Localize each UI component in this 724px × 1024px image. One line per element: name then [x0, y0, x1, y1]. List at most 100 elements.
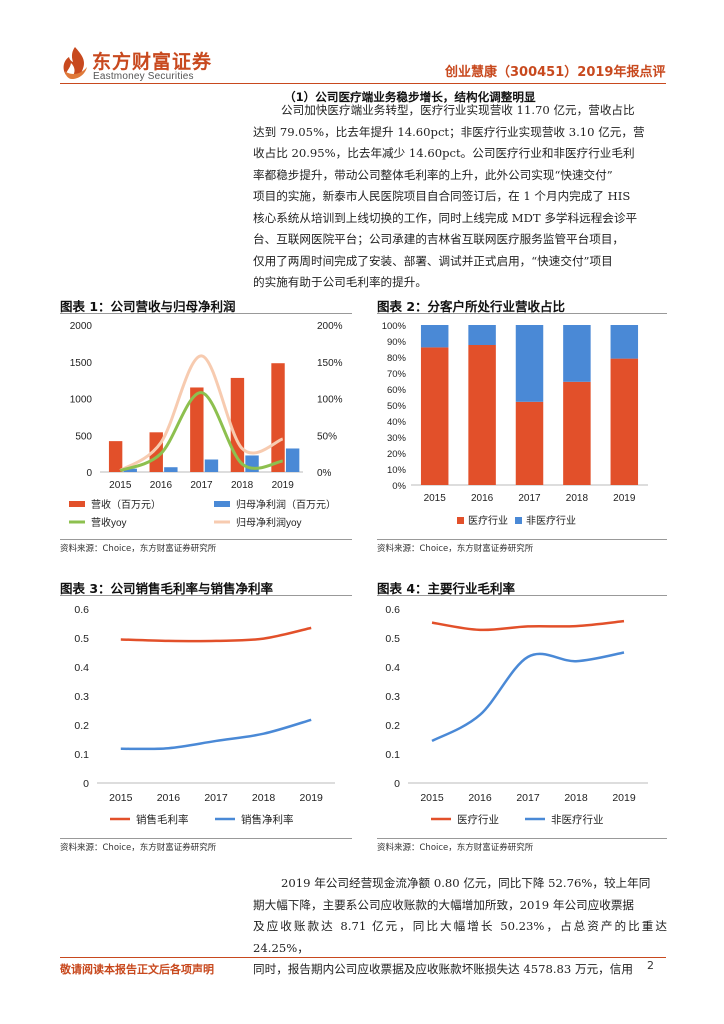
figure-1-rule: [60, 313, 352, 314]
legend-label: 医疗行业: [457, 813, 499, 826]
bar-non-medical: [563, 325, 591, 382]
para-line: 核心系统从培训到上线切换的工作，同时上线完成 MDT 多学科远程会诊平: [253, 210, 638, 225]
x-tick-label: 2018: [252, 792, 276, 804]
para-line: 期大幅下降，主要系公司应收账款的大幅增加所致，2019 年公司应收票据: [253, 897, 635, 912]
y-tick-label: 0: [394, 778, 400, 790]
y-tick-label: 0.3: [74, 691, 89, 703]
legend-swatch: [214, 501, 230, 507]
y-tick-label: 1500: [70, 358, 93, 369]
figure-3-bottom-rule: [60, 838, 352, 839]
bar-revenue: [271, 363, 285, 472]
line-series-1: [431, 619, 625, 632]
bar-medical: [610, 358, 639, 485]
para-line: 仅用了两周时间完成了安装、部署、调试并正式启用，“快速交付”项目: [253, 253, 613, 268]
figure-4-rule: [377, 595, 667, 596]
figure-2-rule: [377, 313, 667, 314]
x-tick-label: 2019: [272, 480, 295, 491]
figure-2-bottom-rule: [377, 539, 667, 540]
legend-label: 归母净利润（百万元）: [236, 498, 336, 511]
para-line: 项目的实施，新泰市人民医院项目自合同签订后，在 1 个月内完成了 HIS: [253, 189, 631, 203]
bar-net-profit: [164, 467, 178, 472]
y2-tick-label: 0%: [317, 468, 332, 479]
figure-3-chart: 0 0.1 0.2 0.3 0.4 0.5 0.6 2015 2016 2017 2018 2019 销…: [74, 604, 335, 826]
x-tick-label: 2017: [190, 480, 213, 491]
para-line: 达到 79.05%，比去年提升 14.60pct；非医疗行业实现营收 3.10 …: [253, 124, 645, 139]
legend-swatch: [457, 517, 464, 524]
bar-revenue: [190, 387, 204, 472]
figure-4-title: 图表 4：主要行业毛利率: [377, 581, 516, 596]
x-tick-label: 2017: [204, 792, 228, 804]
bar-net-profit: [204, 459, 219, 472]
y-tick-label: 2000: [70, 321, 93, 332]
bar-medical: [563, 381, 591, 485]
bar-net-profit: [285, 448, 300, 472]
x-tick-label: 2016: [468, 792, 492, 804]
para-line: 同时，报告期内公司应收票据及应收账款坏账损失达 4578.83 万元，信用: [253, 962, 633, 976]
legend-label: 销售净利率: [241, 813, 294, 826]
bar-net-profit: [123, 468, 137, 472]
para-line: 率都稳步提升，带动公司整体毛利率的上升，此外公司实现“快速交付”: [253, 167, 613, 182]
legend-label: 归母净利润yoy: [236, 516, 302, 529]
figure-1-bottom-rule: [60, 539, 352, 540]
x-tick-label: 2019: [300, 792, 324, 804]
para-line: 2019 年公司经营现金流净额 0.80 亿元，同比下降 52.76%，较上年同: [281, 876, 651, 890]
para-line: 台、互联网医院平台；公司承建的吉林省互联网医疗服务监管平台项目，: [253, 232, 625, 246]
y-tick-label: 40%: [387, 417, 407, 428]
figure-4-chart: 0 0.1 0.2 0.3 0.4 0.5 0.6 2015 2016 2017 2018 2019 医…: [385, 604, 648, 826]
footer-disclaimer: 敬请阅读本报告正文后各项声明: [60, 963, 214, 976]
legend-label: 销售毛利率: [136, 813, 189, 826]
figure-3-title: 图表 3：公司销售毛利率与销售净利率: [60, 581, 274, 596]
figure-2-source: 资料来源：Choice，东方财富证券研究所: [377, 544, 534, 554]
line-series-2: [431, 651, 625, 743]
y-tick-label: 0.2: [74, 720, 89, 732]
bar-medical: [515, 401, 544, 485]
y-tick-label: 0.4: [385, 662, 400, 674]
para-line: 的实施有助于公司毛利率的提升。: [253, 275, 427, 289]
y2-tick-label: 100%: [317, 395, 343, 406]
bar-medical: [468, 345, 496, 485]
para-line: 收占比 20.95%，比去年减少 14.60pct。公司医疗行业和非医疗行业毛利: [253, 146, 635, 160]
y-tick-label: 0.3: [385, 691, 400, 703]
legend-label: 营收（百万元）: [91, 498, 161, 511]
report-title: 创业慧康（300451）2019年报点评: [445, 65, 666, 80]
x-tick-label: 2018: [564, 792, 588, 804]
line-revenue-yoy: [119, 391, 284, 472]
x-tick-label: 2016: [471, 493, 494, 504]
y2-tick-label: 50%: [317, 431, 337, 442]
x-tick-label: 2017: [518, 493, 541, 504]
y-tick-label: 10%: [387, 465, 407, 476]
para-line: 公司加快医疗端业务转型，医疗行业实现营收 11.70 亿元，营收占比: [281, 103, 635, 117]
bar-non-medical: [515, 325, 544, 402]
figure-4-bottom-rule: [377, 838, 667, 839]
logo-text-cn: 东方财富证券: [92, 51, 213, 73]
x-tick-label: 2019: [613, 493, 636, 504]
y-tick-label: 0: [83, 778, 89, 790]
x-tick-label: 2018: [566, 493, 589, 504]
y-tick-label: 100%: [382, 321, 407, 332]
legend-label: 医疗行业: [468, 514, 508, 527]
x-tick-label: 2016: [157, 792, 181, 804]
bar-medical: [420, 347, 449, 485]
figure-1-source: 资料来源：Choice，东方财富证券研究所: [60, 544, 217, 554]
logo-flame-icon: [63, 47, 87, 79]
figure-4-source: 资料来源：Choice，东方财富证券研究所: [377, 843, 534, 853]
x-tick-label: 2016: [150, 480, 173, 491]
figure-1-chart: 0 500 1000 1500 2000 0% 50% 100% 150% 200% 2015 201…: [69, 321, 343, 529]
y-tick-label: 60%: [387, 385, 407, 396]
legend-swatch: [69, 501, 85, 507]
y-tick-label: 90%: [387, 337, 407, 348]
y-tick-label: 1000: [70, 395, 93, 406]
x-tick-label: 2015: [109, 480, 132, 491]
y-tick-label: 0%: [392, 481, 406, 492]
figure-2-chart: 0% 10% 20% 30% 40% 50% 60% 70% 80% 90% 100% 2015 201…: [382, 321, 648, 527]
page-number: 2: [647, 959, 654, 972]
y-tick-label: 50%: [387, 401, 407, 412]
footer-rule: [60, 957, 666, 958]
y-tick-label: 0.5: [385, 633, 400, 645]
legend-label: 非医疗行业: [551, 813, 604, 826]
figure-2-title: 图表 2：分客户所处行业营收占比: [377, 299, 566, 314]
legend-label: 营收yoy: [91, 516, 127, 529]
bar-non-medical: [468, 325, 496, 345]
x-tick-label: 2015: [420, 792, 444, 804]
brand-logo: [60, 45, 90, 83]
